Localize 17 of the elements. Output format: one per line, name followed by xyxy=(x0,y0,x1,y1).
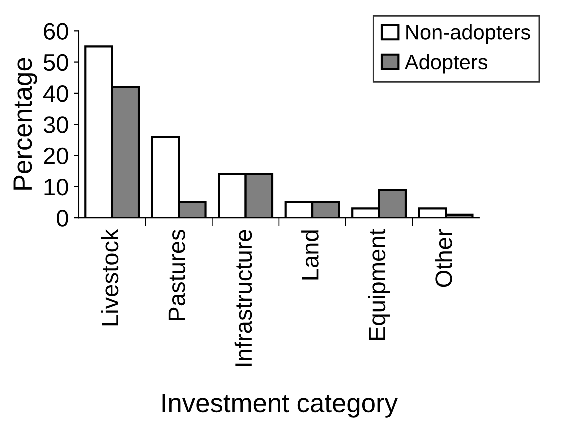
y-tick-label: 20 xyxy=(44,148,68,165)
x-tick-label: Infrastructure xyxy=(234,230,252,366)
x-tick-label: Other xyxy=(435,230,452,288)
x-tick-label: Livestock xyxy=(101,229,119,326)
x-tick-label: Pastures xyxy=(168,230,186,320)
x-axis-title: Investment category xyxy=(162,394,398,418)
y-axis-title: Percentage xyxy=(14,58,38,190)
legend-label: Non-adopters xyxy=(406,24,530,44)
legend-label: Adopters xyxy=(404,54,488,74)
y-tick-label: 40 xyxy=(44,86,68,102)
y-tick-label: 0 xyxy=(57,210,68,227)
x-tick-label: Land xyxy=(302,230,319,280)
y-tick-label: 60 xyxy=(44,23,68,40)
y-tick-label: 10 xyxy=(44,178,68,196)
x-tick-label: Equipment xyxy=(368,229,390,340)
y-tick-label: 50 xyxy=(44,54,68,72)
y-tick-label: 30 xyxy=(44,116,68,134)
